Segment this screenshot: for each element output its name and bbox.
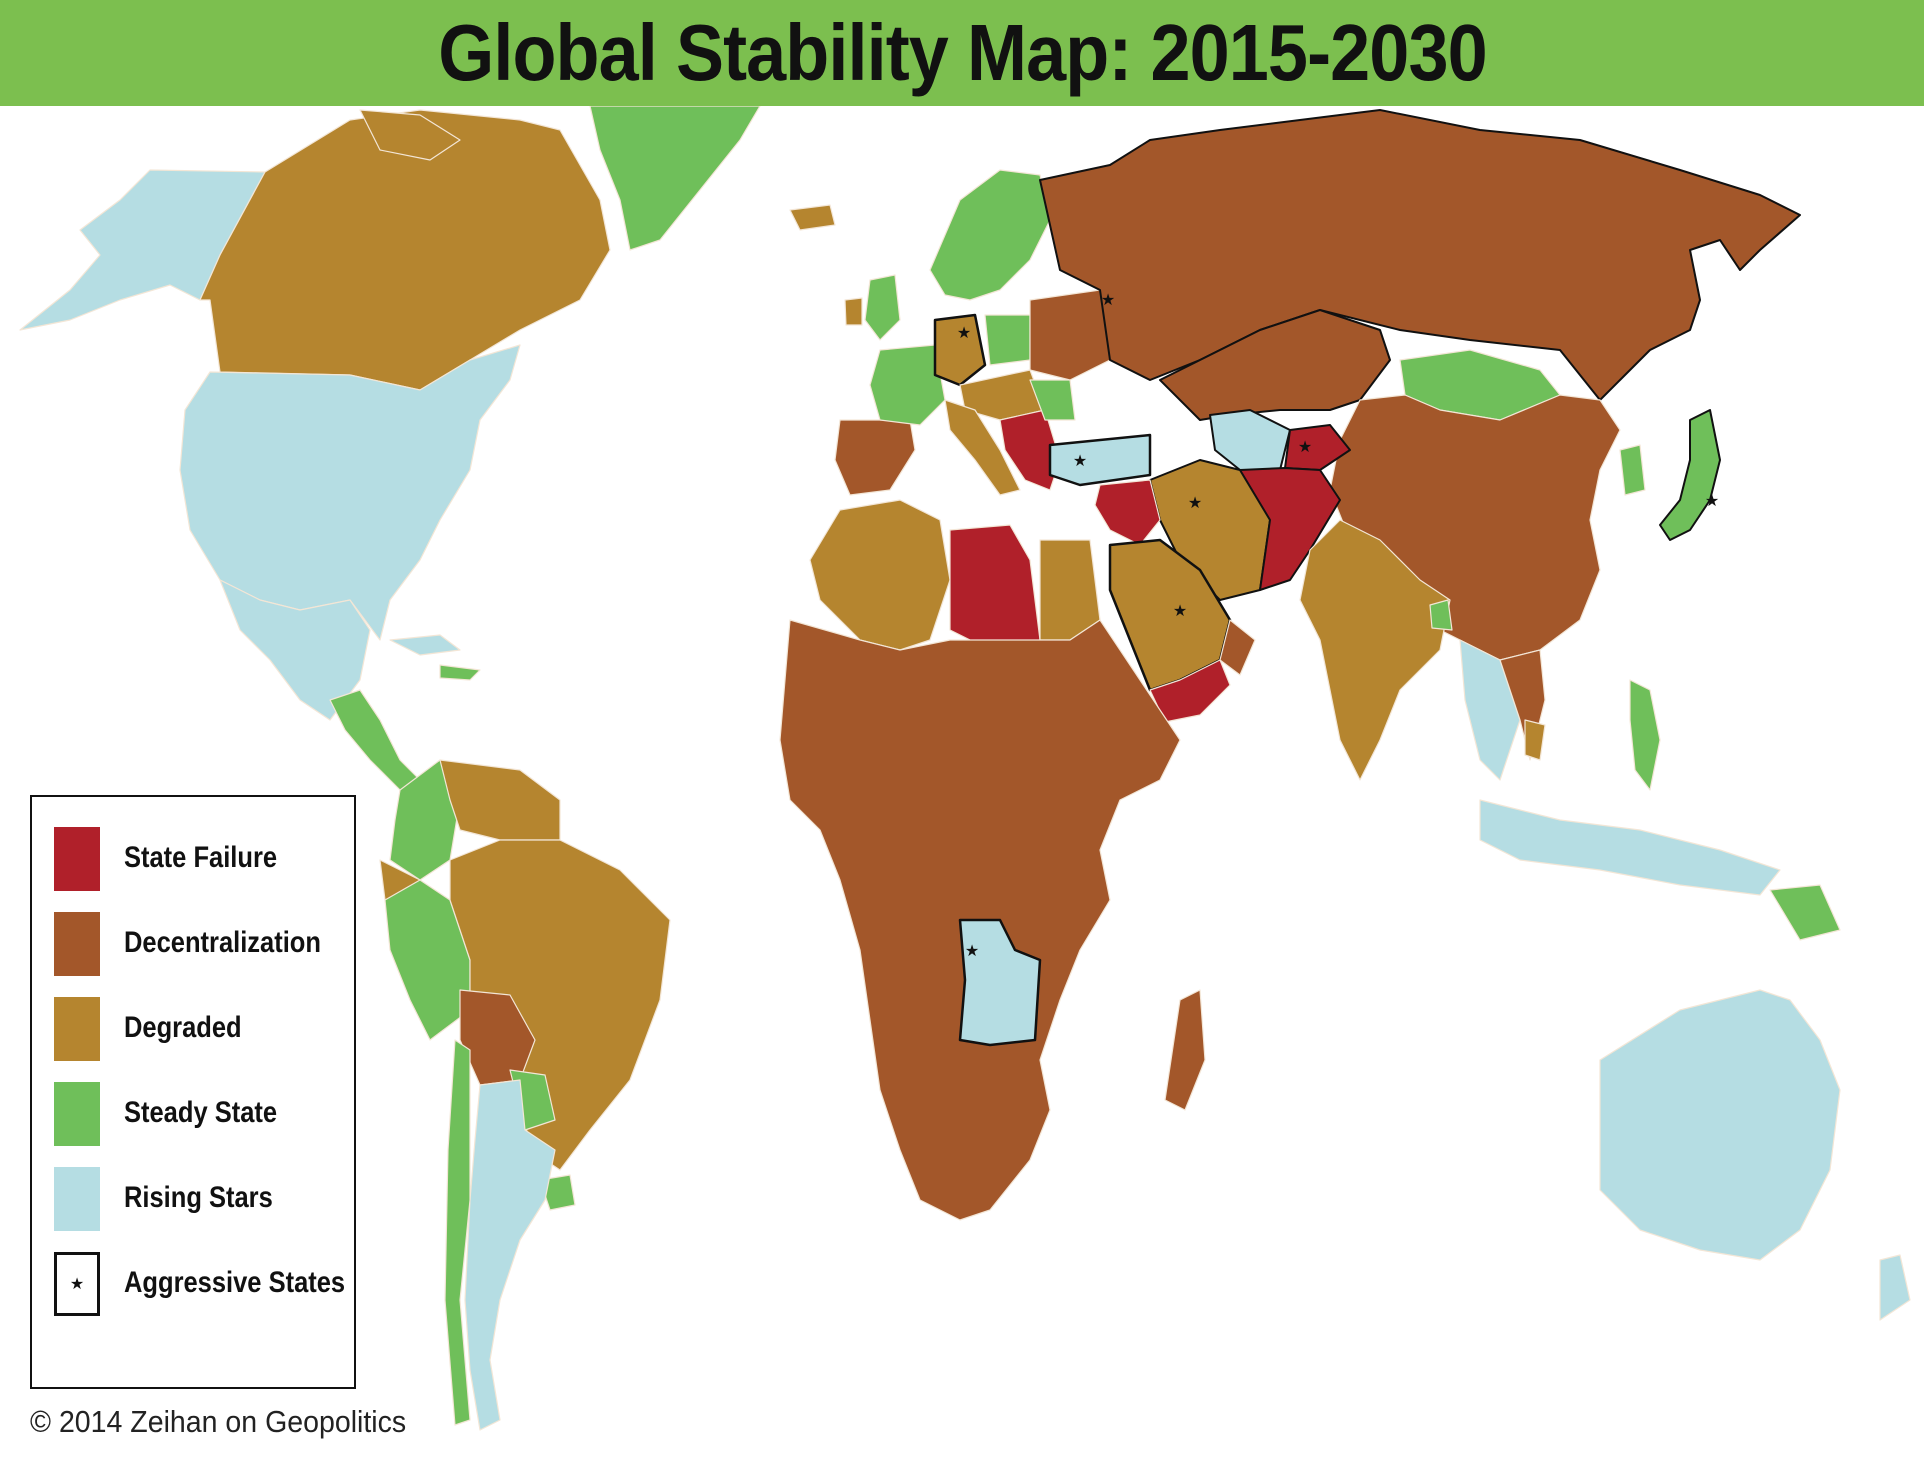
region-scandinavia [929,169,1051,301]
legend-item-state-failure: State Failure [54,827,344,891]
region-malaysia [1524,719,1546,761]
region-chile [444,1039,471,1426]
legend-swatch-aggressive-states: ★ [54,1252,100,1316]
legend: State Failure Decentralization Degraded … [30,795,356,1389]
region-iberia [834,419,916,496]
legend-label: Degraded [124,1011,242,1044]
legend-swatch-steady-state [54,1082,100,1146]
legend-item-degraded: Degraded [54,997,344,1061]
region-bangladesh [1429,599,1453,631]
region-mexico [219,579,371,721]
legend-swatch-state-failure [54,827,100,891]
title-bar: Global Stability Map: 2015-2030 [0,0,1924,106]
region-romania [1029,379,1076,421]
world-map: ★ ★ ★ ★ ★ ★ ★ ★ [19,106,1911,1431]
aggressive-star-japan: ★ [1705,491,1719,510]
legend-swatch-decentralization [54,912,100,976]
region-germany [933,313,987,387]
region-canada [199,109,611,391]
aggressive-star-uzbekistan: ★ [1298,437,1312,456]
region-italy [944,399,1021,496]
region-caribbean [389,634,461,656]
region-iraq-syria [1094,479,1161,546]
region-australia [1599,989,1841,1261]
region-central-america [329,689,421,791]
region-philippines [1629,679,1661,791]
region-turkey [1048,433,1152,487]
region-greenland [589,106,761,251]
region-poland [984,314,1031,366]
legend-swatch-degraded [54,997,100,1061]
region-new-zealand [1879,1254,1911,1321]
region-russia [1039,109,1801,401]
region-korea [1619,444,1646,496]
region-indonesia [1479,799,1781,896]
region-argentina [464,1079,556,1431]
region-ukraine [1029,289,1111,381]
region-caspian-states [1209,409,1291,471]
region-usa [179,344,521,641]
map-title: Global Stability Map: 2015-2030 [437,8,1487,97]
aggressive-star-russia: ★ [1101,290,1115,309]
region-brazil [449,839,671,1171]
region-india [1299,519,1451,781]
star-icon: ★ [69,1276,85,1293]
aggressive-star-angola: ★ [965,941,979,960]
region-ireland [844,297,863,326]
legend-label: Decentralization [124,926,321,959]
legend-item-aggressive-states: ★ Aggressive States [54,1252,346,1316]
region-libya [949,524,1041,651]
legend-label: State Failure [124,841,278,874]
aggressive-star-iran: ★ [1188,493,1202,512]
region-angola [958,918,1042,1047]
aggressive-star-germany: ★ [957,323,971,342]
region-uk [864,274,901,341]
legend-item-steady-state: Steady State [54,1082,344,1146]
legend-item-rising-stars: Rising Stars [54,1167,344,1231]
region-oman [1219,619,1256,676]
region-iceland [789,204,836,231]
legend-label: Rising Stars [124,1181,273,1214]
copyright-notice: © 2014 Zeihan on Geopolitics [30,1404,407,1439]
region-caribbean-east [439,664,481,681]
aggressive-star-saudi: ★ [1173,601,1187,620]
region-central-asia-failure [1284,424,1351,471]
legend-label: Steady State [124,1096,278,1129]
aggressive-star-turkey: ★ [1073,451,1087,470]
region-madagascar [1164,989,1206,1111]
legend-item-decentralization: Decentralization [54,912,344,976]
legend-swatch-rising-stars [54,1167,100,1231]
legend-label: Aggressive States [124,1266,346,1299]
region-venezuela [439,759,561,841]
region-japan [1659,409,1721,541]
region-papua-new-guinea [1769,884,1841,941]
region-maghreb [809,499,951,651]
region-egypt [1039,539,1101,641]
region-canada-islands [359,109,461,161]
